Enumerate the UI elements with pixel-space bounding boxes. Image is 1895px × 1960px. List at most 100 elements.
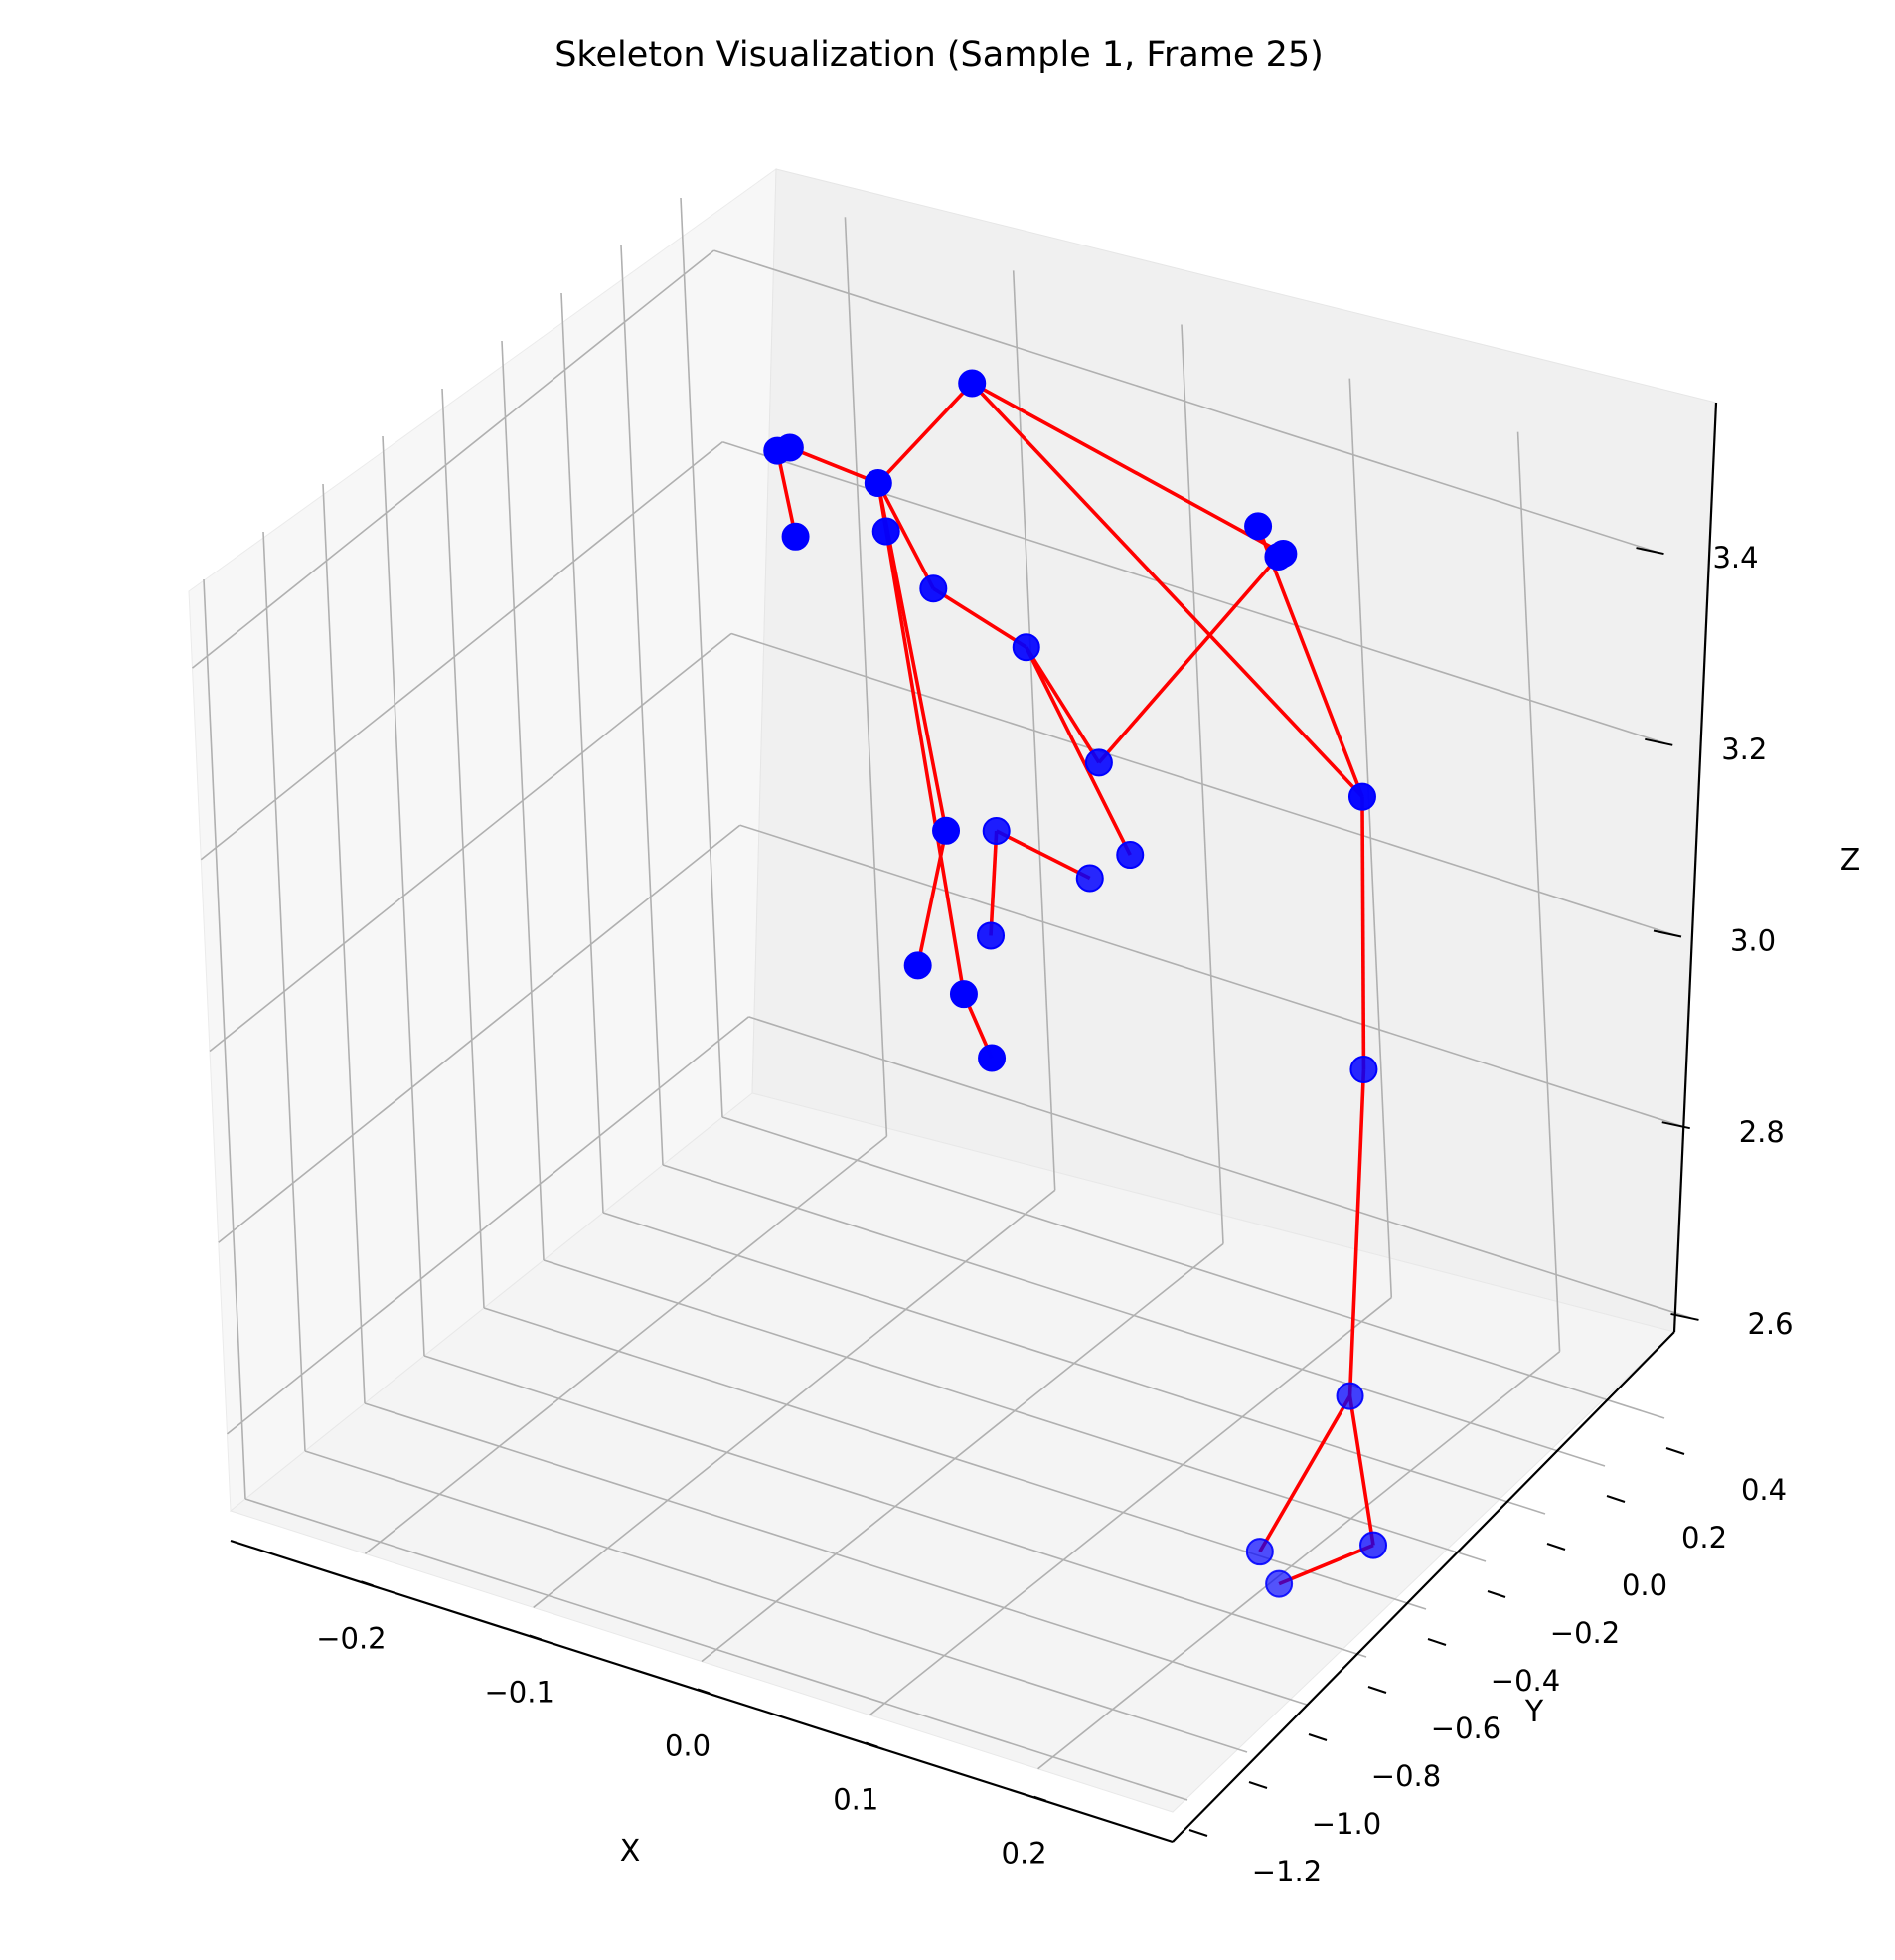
y-tick-mark — [1248, 1781, 1268, 1789]
y-grid-floor-line — [244, 1498, 1188, 1801]
z-grid-left-line — [192, 249, 714, 669]
grid-lines — [192, 197, 1691, 1801]
y-tick-mark — [1487, 1590, 1506, 1598]
y-tick-mark — [1546, 1543, 1566, 1551]
joint-point — [932, 816, 961, 845]
x-grid-floor-line — [701, 1242, 1224, 1663]
skeleton-joints — [763, 369, 1388, 1598]
joint-point — [1359, 1531, 1388, 1559]
y-tick-mark — [1367, 1686, 1387, 1694]
joint-point — [903, 951, 932, 980]
y-tick-mark — [1606, 1495, 1626, 1503]
z-axis-label: Z — [1840, 843, 1861, 878]
z-tick-label: 3.0 — [1730, 924, 1776, 958]
joint-point — [1245, 1538, 1274, 1566]
x-grid-floor-line — [869, 1296, 1392, 1716]
joint-point — [1012, 633, 1040, 662]
x-tick-label: 0.0 — [665, 1729, 711, 1763]
joint-point — [781, 522, 810, 551]
y-tick-mark — [1308, 1733, 1328, 1741]
bone-line — [876, 482, 966, 995]
y-tick-mark — [1188, 1829, 1208, 1837]
bone-line — [1025, 646, 1132, 856]
joint-point — [864, 469, 892, 498]
axes-panes — [188, 168, 1717, 1813]
x-tick-label: −0.1 — [485, 1675, 554, 1709]
y-tick-label: 0.0 — [1622, 1568, 1667, 1602]
joint-point — [1264, 542, 1293, 571]
bone-line — [995, 829, 1091, 881]
bone-line — [876, 382, 974, 485]
joint-point — [978, 1044, 1007, 1072]
z-tick-mark — [1670, 1312, 1699, 1321]
bone-line — [989, 830, 999, 936]
y-tick-label: −0.6 — [1431, 1712, 1500, 1745]
y-tick-mark — [1665, 1447, 1685, 1455]
z-tick-label: 2.6 — [1747, 1307, 1793, 1341]
y-tick-label: −0.2 — [1550, 1616, 1620, 1650]
z-tick-mark — [1653, 929, 1682, 938]
joint-point — [871, 517, 900, 546]
y-grid-floor-line — [423, 1355, 1367, 1658]
x-tick-mark — [1033, 1795, 1046, 1802]
y-grid-floor-line — [364, 1402, 1308, 1706]
bone-line — [1360, 796, 1366, 1070]
y-tick-label: −1.2 — [1252, 1855, 1322, 1888]
y-axis-label: Y — [1524, 1695, 1544, 1729]
joint-point — [1336, 1382, 1364, 1410]
x-grid-floor-line — [1037, 1351, 1561, 1770]
z-grid-left-line — [209, 632, 732, 1053]
bone-line — [1258, 1394, 1352, 1553]
z-tick-mark — [1636, 547, 1664, 556]
joint-point — [1116, 841, 1145, 870]
joint-point — [775, 433, 804, 462]
joint-point — [1347, 782, 1376, 811]
x-tick-label: 0.1 — [833, 1783, 878, 1817]
bone-line — [970, 382, 1364, 798]
y-grid-floor-line — [721, 1116, 1665, 1419]
y-tick-label: −0.8 — [1371, 1759, 1441, 1793]
z-grid-back-line — [713, 249, 1657, 553]
x-tick-mark — [529, 1634, 543, 1641]
y-grid-floor-line — [602, 1212, 1546, 1515]
z-axis-line — [1672, 402, 1718, 1333]
bone-line — [932, 586, 1027, 649]
joint-point — [1075, 864, 1104, 893]
y-tick-label: 0.4 — [1741, 1473, 1787, 1507]
y-grid-floor-line — [543, 1259, 1487, 1562]
y-axis-line — [1172, 1331, 1675, 1843]
bone-line — [1347, 1068, 1366, 1396]
joint-point — [982, 817, 1011, 846]
y-tick-label: −1.0 — [1312, 1807, 1381, 1841]
joint-point — [958, 369, 987, 398]
y-grid-floor-line — [662, 1164, 1606, 1467]
y-grid-floor-line — [304, 1450, 1248, 1753]
bone-line — [1097, 555, 1280, 764]
bone-line — [1025, 646, 1101, 764]
x-grid-floor-line — [364, 1135, 887, 1554]
bone-line — [876, 482, 935, 590]
tick-labels: −0.2 −0.1 0.0 0.1 0.2 −1.2 −1.0 −0.8 −0.6 −0.4 −0.… — [316, 541, 1793, 1888]
z-grid-left-line — [200, 441, 723, 861]
bone-line — [775, 450, 798, 538]
joint-point — [1265, 1569, 1294, 1598]
y-tick-label: −0.4 — [1491, 1664, 1560, 1698]
x-tick-label: −0.2 — [316, 1621, 386, 1655]
x-tick-mark — [361, 1580, 374, 1587]
y-tick-mark — [1427, 1638, 1447, 1646]
z-grid-back-line — [748, 1016, 1691, 1319]
z-tick-label: 3.2 — [1721, 733, 1767, 766]
bone-line — [1256, 525, 1364, 798]
bone-line — [789, 445, 879, 485]
bone-line — [1347, 1395, 1375, 1546]
joint-point — [949, 980, 978, 1009]
bone-line — [971, 381, 1285, 556]
z-tick-mark — [1661, 1121, 1690, 1130]
skeleton-bones — [775, 381, 1375, 1586]
z-grid-back-line — [730, 632, 1674, 936]
joint-point — [1084, 748, 1113, 777]
x-tick-mark — [697, 1688, 711, 1695]
z-grid-back-line — [739, 824, 1682, 1127]
z-tick-label: 3.4 — [1712, 541, 1758, 574]
